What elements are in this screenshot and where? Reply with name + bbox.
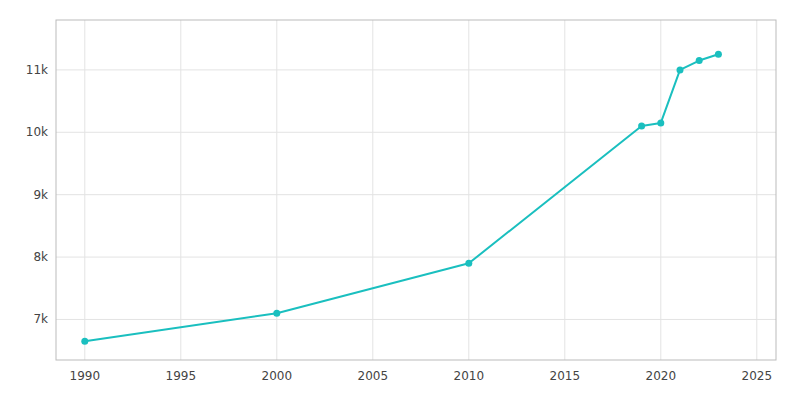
x-grid-line (468, 20, 469, 360)
plot-frame (56, 20, 776, 360)
x-tick-label: 2010 (454, 369, 485, 383)
point (677, 66, 684, 73)
point (273, 310, 280, 317)
y-grid-line (56, 132, 776, 133)
page: {"chart_data": {"type": "line", "x": [19… (0, 0, 800, 400)
data-group (81, 51, 722, 345)
x-tick-label: 2000 (262, 369, 293, 383)
point (81, 338, 88, 345)
chart-container: 1990 1995 2000 2005 2010 2015 2020 2025 7k 8k 9k 10… (0, 0, 800, 400)
y-grid-line (56, 69, 776, 70)
point (696, 57, 703, 64)
grid (56, 20, 776, 360)
y-tick-label: 8k (33, 250, 48, 264)
point (715, 51, 722, 58)
x-tick-label: 2015 (550, 369, 581, 383)
x-grid-line (756, 20, 757, 360)
point (465, 260, 472, 267)
x-grid-line (180, 20, 181, 360)
x-grid-line (660, 20, 661, 360)
x-tick-label: 1995 (166, 369, 197, 383)
x-grid-line (564, 20, 565, 360)
y-tick-label: 7k (33, 312, 48, 326)
y-tick-label: 9k (33, 188, 48, 202)
point (657, 119, 664, 126)
axis-labels: 1990 1995 2000 2005 2010 2015 2020 2025 7k 8k 9k 10… (26, 63, 772, 383)
point (638, 123, 645, 130)
y-tick-label: 10k (26, 125, 48, 139)
y-grid-line (56, 319, 776, 320)
x-tick-label: 2020 (646, 369, 677, 383)
y-grid-line (56, 257, 776, 258)
x-tick-label: 2025 (742, 369, 773, 383)
y-grid-line (56, 194, 776, 195)
x-grid-line (276, 20, 277, 360)
y-tick-label: 11k (26, 63, 48, 77)
chart-svg: 1990 1995 2000 2005 2010 2015 2020 2025 7k 8k 9k 10… (0, 0, 800, 400)
x-grid-line (84, 20, 85, 360)
x-tick-label: 1990 (70, 369, 101, 383)
x-tick-label: 2005 (358, 369, 389, 383)
line (85, 54, 719, 341)
x-grid-line (372, 20, 373, 360)
